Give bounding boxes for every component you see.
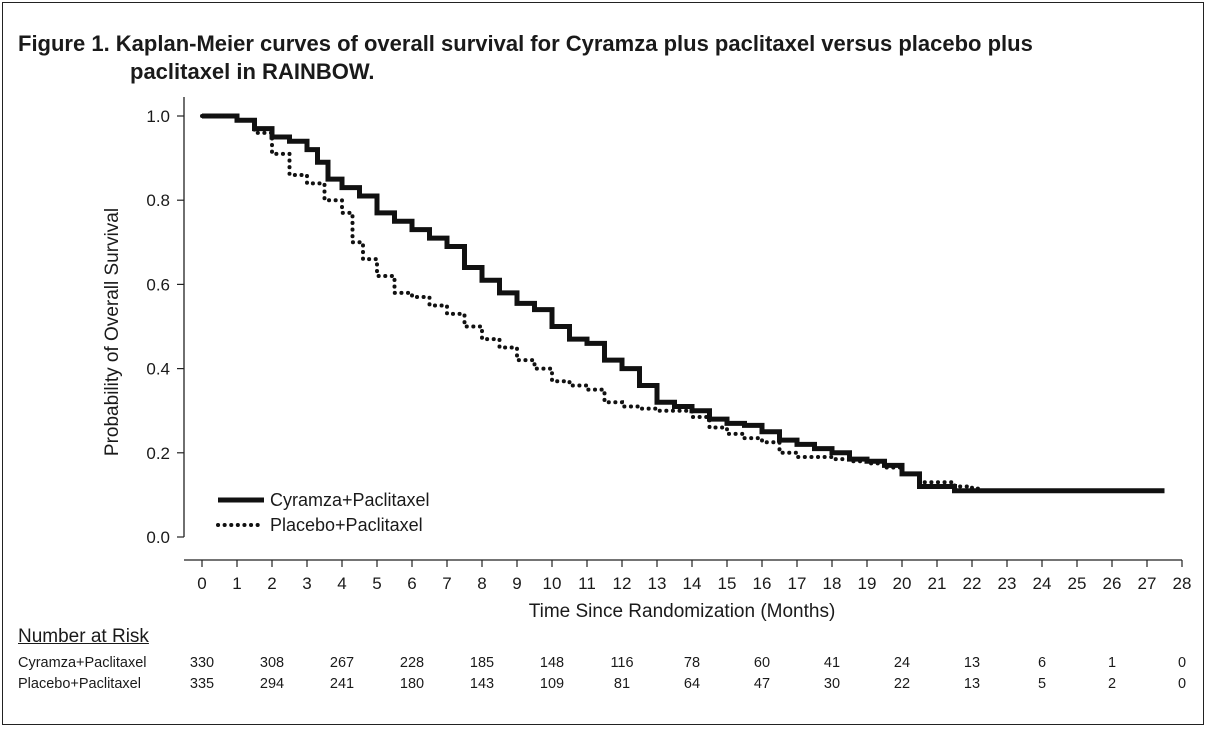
chart-axes: 0.00.20.40.60.81.00 1 2 3 4 5 6 7 8 9 10 11 12 13 14 15… [102, 97, 1191, 622]
figure-title-line1: Figure 1. Kaplan-Meier curves of overall… [18, 31, 1033, 56]
risk-value: 60 [753, 655, 771, 671]
x-tick-label: 1 [232, 574, 241, 593]
risk-value: 116 [610, 655, 634, 671]
x-tick-label: 8 [477, 574, 486, 593]
x-tick-label: 6 [407, 574, 416, 593]
legend-label: Cyramza+Paclitaxel [270, 490, 430, 510]
x-tick-label: 14 [683, 574, 702, 593]
y-tick-label: 0.0 [146, 528, 170, 547]
risk-value: 180 [399, 676, 425, 692]
risk-value: 13 [963, 676, 981, 692]
risk-value: 109 [539, 676, 565, 692]
risk-value: 6 [1037, 655, 1047, 671]
x-tick-label: 10 [543, 574, 562, 593]
series-line-cyramza-paclitaxel [202, 113, 1165, 494]
risk-value: 294 [259, 676, 285, 692]
series-line-placebo-paclitaxel [200, 114, 981, 491]
x-tick-label: 11 [578, 574, 596, 593]
y-tick-label: 0.2 [146, 444, 170, 463]
x-tick-label: 17 [788, 574, 807, 593]
risk-value: 30 [823, 676, 841, 692]
risk-value: 335 [189, 676, 215, 692]
chart-legend: Cyramza+Paclitaxel Placebo+Paclitaxel [216, 490, 430, 535]
risk-value: 228 [399, 655, 425, 671]
risk-value: 13 [963, 655, 981, 671]
risk-value: 41 [823, 655, 841, 671]
y-tick-label: 0.8 [146, 191, 170, 210]
x-tick-label: 18 [823, 574, 842, 593]
figure-title-line2: paclitaxel in RAINBOW. [130, 59, 375, 84]
risk-value: 78 [683, 655, 701, 671]
risk-value: 81 [613, 676, 631, 692]
x-axis-title: Time Since Randomization (Months) [529, 601, 836, 622]
risk-value: 241 [329, 676, 355, 692]
x-tick-label: 20 [893, 574, 912, 593]
risk-value: 308 [259, 655, 285, 671]
risk-value: 24 [893, 655, 911, 671]
survival-curves [200, 113, 1165, 494]
x-tick-label: 26 [1103, 574, 1122, 593]
x-tick-label: 12 [613, 574, 632, 593]
risk-value: 1 [1107, 655, 1117, 671]
legend-label: Placebo+Paclitaxel [270, 515, 423, 535]
x-tick-label: 5 [372, 574, 381, 593]
risk-value: 22 [893, 676, 911, 692]
risk-value: 64 [683, 676, 701, 692]
figure-title: Figure 1. Kaplan-Meier curves of overall… [18, 30, 1198, 86]
x-tick-label: 0 [197, 574, 206, 593]
risk-value: 0 [1177, 655, 1187, 671]
risk-value: 267 [329, 655, 355, 671]
x-tick-label: 23 [998, 574, 1017, 593]
y-axis-title: Probability of Overall Survival [102, 208, 123, 456]
x-tick-label: 21 [928, 574, 947, 593]
risk-value: 0 [1177, 676, 1187, 692]
x-tick-label: 2 [267, 574, 276, 593]
risk-row-label: Cyramza+Paclitaxel [18, 655, 147, 671]
x-tick-label: 28 [1173, 574, 1192, 593]
x-tick-label: 9 [512, 574, 521, 593]
risk-value: 143 [469, 676, 495, 692]
x-tick-label: 19 [858, 574, 877, 593]
y-tick-label: 0.4 [146, 360, 170, 379]
x-tick-label: 7 [442, 574, 451, 593]
x-tick-label: 4 [337, 574, 346, 593]
y-tick-label: 0.6 [146, 275, 170, 294]
risk-value: 185 [469, 655, 495, 671]
risk-value: 47 [753, 676, 771, 692]
risk-value: 148 [539, 655, 565, 671]
x-tick-label: 25 [1068, 574, 1087, 593]
y-tick-label: 1.0 [146, 107, 170, 126]
risk-value: 5 [1037, 676, 1047, 692]
risk-table-heading: Number at Risk [18, 626, 149, 647]
risk-value: 2 [1107, 676, 1117, 692]
x-tick-label: 22 [963, 574, 982, 593]
x-tick-label: 13 [648, 574, 667, 593]
x-tick-label: 24 [1033, 574, 1052, 593]
risk-row-label: Placebo+Paclitaxel [18, 676, 141, 692]
risk-value: 330 [189, 655, 215, 671]
x-tick-label: 3 [302, 574, 311, 593]
x-tick-label: 16 [753, 574, 772, 593]
x-tick-label: 27 [1138, 574, 1157, 593]
x-tick-label: 15 [718, 574, 737, 593]
